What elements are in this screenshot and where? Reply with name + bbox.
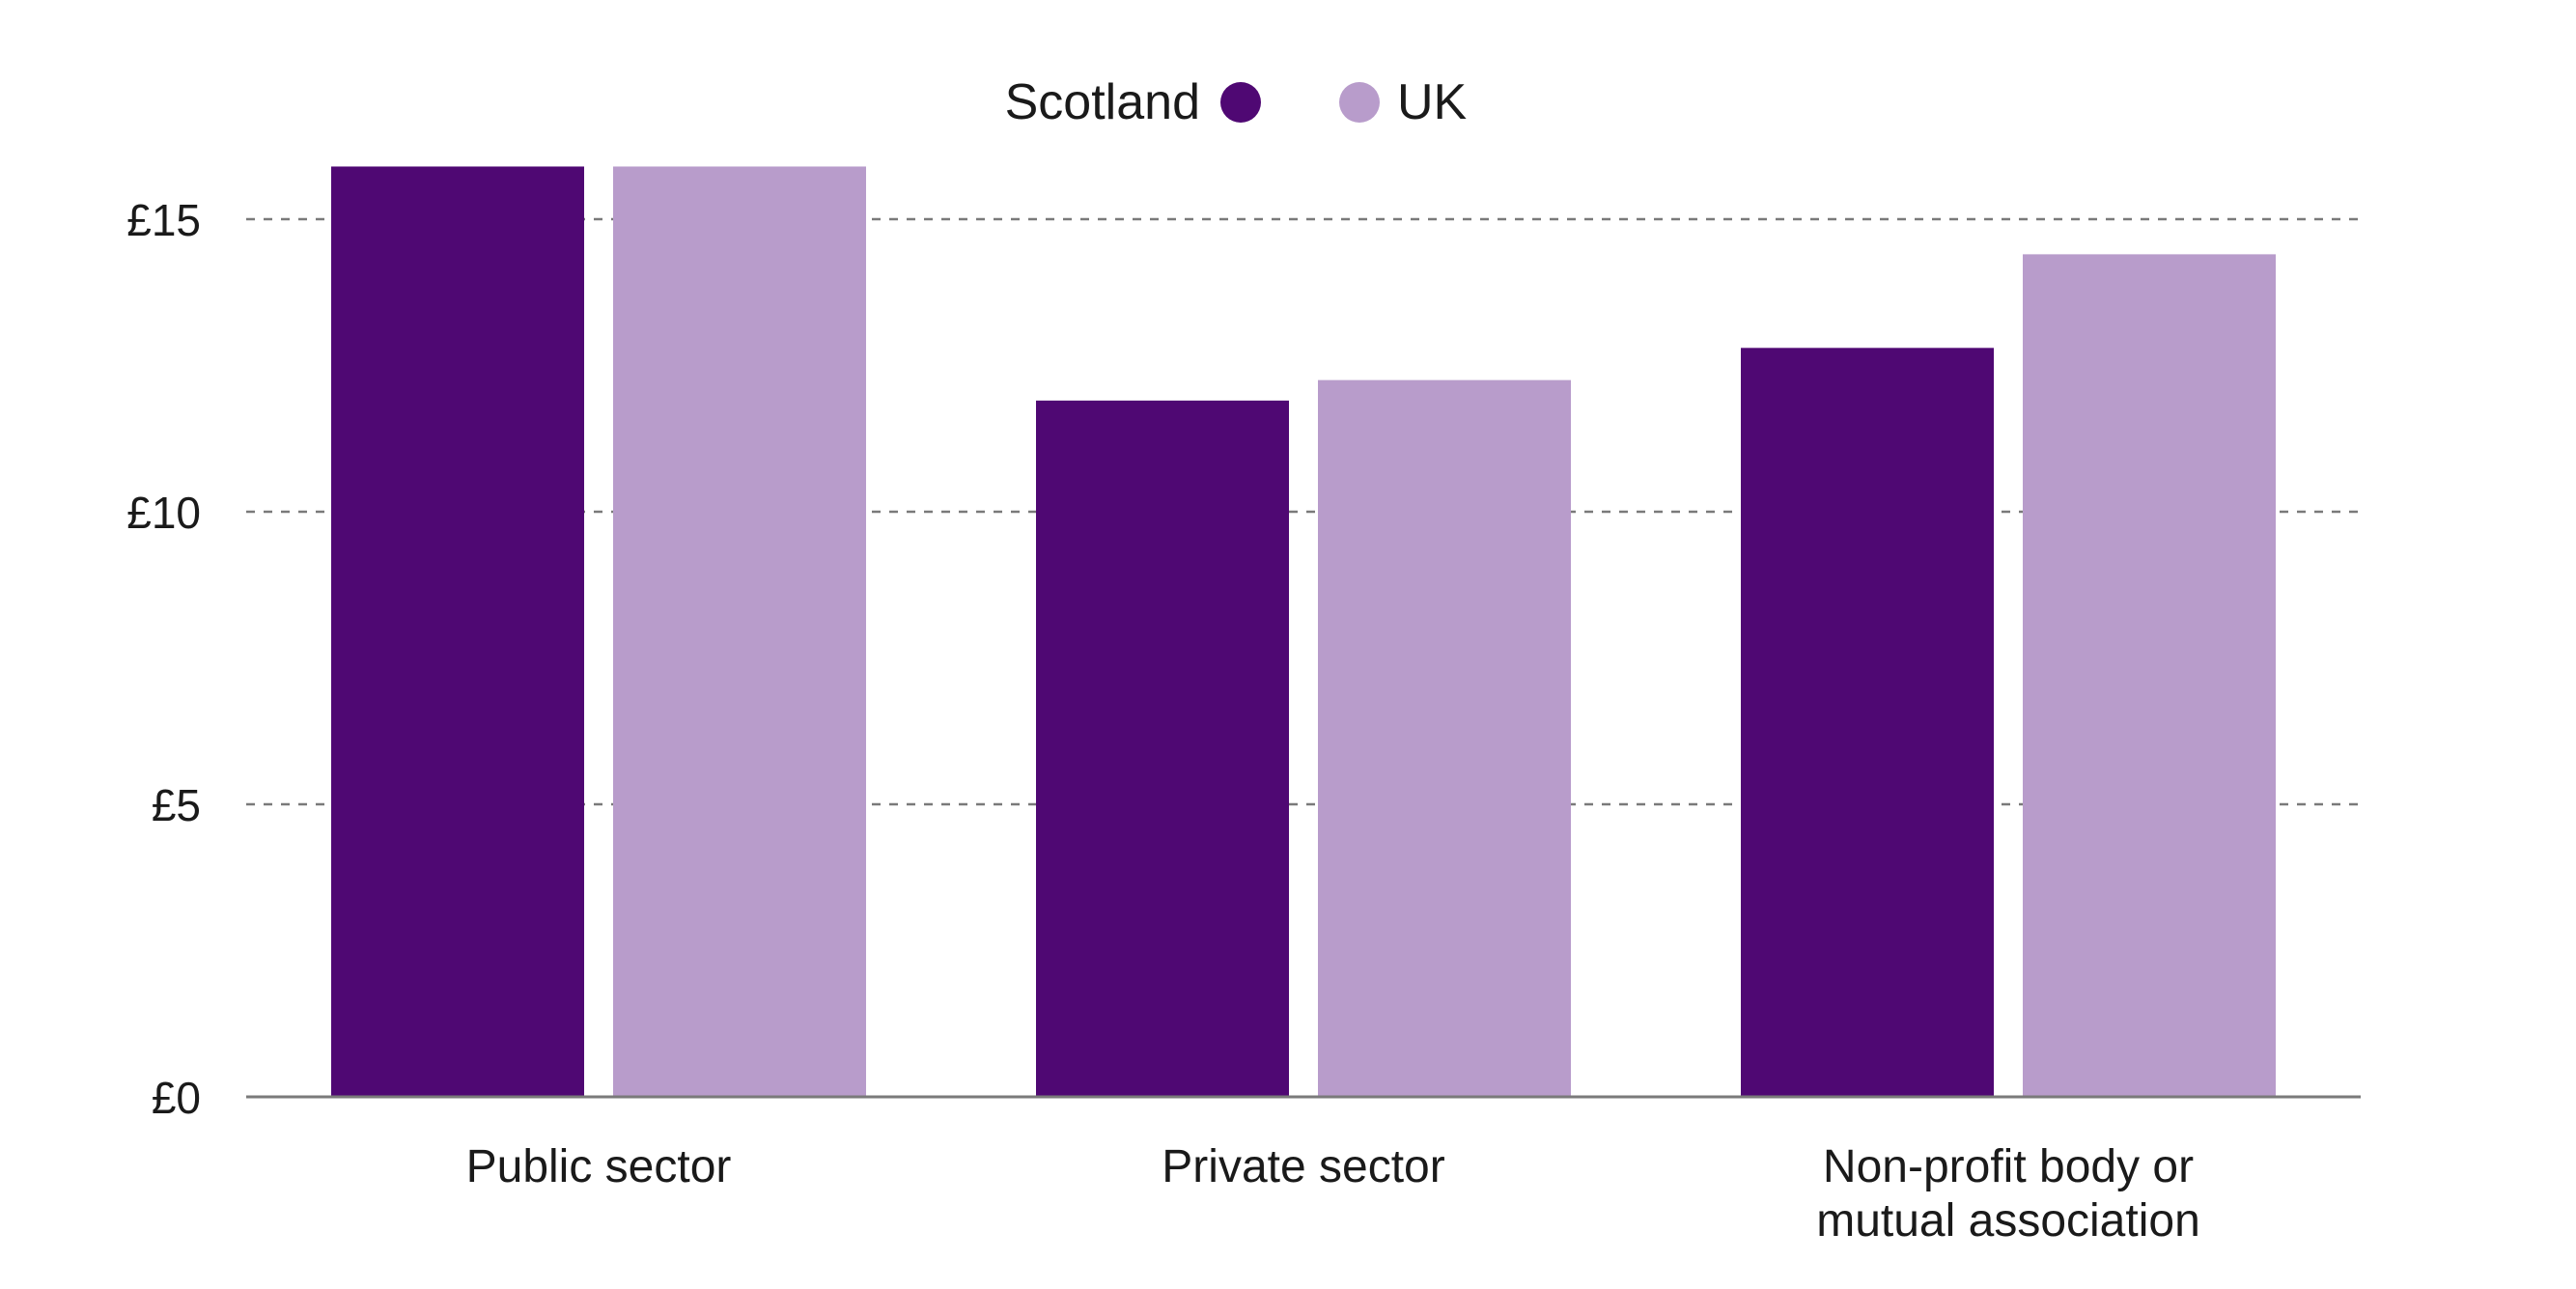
legend-label-scotland: Scotland bbox=[1005, 74, 1200, 130]
bar-scotland bbox=[1741, 348, 1994, 1097]
legend-swatch-uk bbox=[1339, 82, 1380, 123]
bar-uk bbox=[1318, 379, 1571, 1097]
bar-uk bbox=[613, 166, 866, 1097]
y-tick-label: £15 bbox=[126, 195, 201, 245]
y-tick-label: £5 bbox=[152, 780, 201, 830]
y-tick-label: £0 bbox=[152, 1073, 201, 1123]
x-category-label-line: Public sector bbox=[466, 1141, 732, 1192]
gridlines bbox=[246, 217, 2361, 806]
y-tick-label: £10 bbox=[126, 488, 201, 538]
legend-swatch-scotland bbox=[1220, 82, 1261, 123]
x-category-label: Non-profit body or mutual association bbox=[1816, 1141, 2200, 1247]
x-category-label-line: Private sector bbox=[1162, 1141, 1444, 1192]
x-category-label-line: Non-profit body or bbox=[1823, 1141, 2194, 1192]
y-axis-tick-labels: £0 £5 £10 £15 bbox=[126, 195, 201, 1123]
bar-scotland bbox=[1036, 400, 1289, 1097]
x-axis-category-labels: Public sector Private sector Non-profit bo… bbox=[466, 1141, 2200, 1247]
bar-scotland bbox=[331, 166, 584, 1097]
legend: Scotland UK bbox=[1005, 74, 1468, 130]
x-category-label: Private sector bbox=[1162, 1141, 1444, 1192]
x-category-label: Public sector bbox=[466, 1141, 732, 1192]
x-category-label-line: mutual association bbox=[1816, 1195, 2200, 1247]
bars bbox=[331, 166, 2276, 1097]
legend-label-uk: UK bbox=[1397, 74, 1468, 130]
bar-uk bbox=[2023, 254, 2276, 1097]
